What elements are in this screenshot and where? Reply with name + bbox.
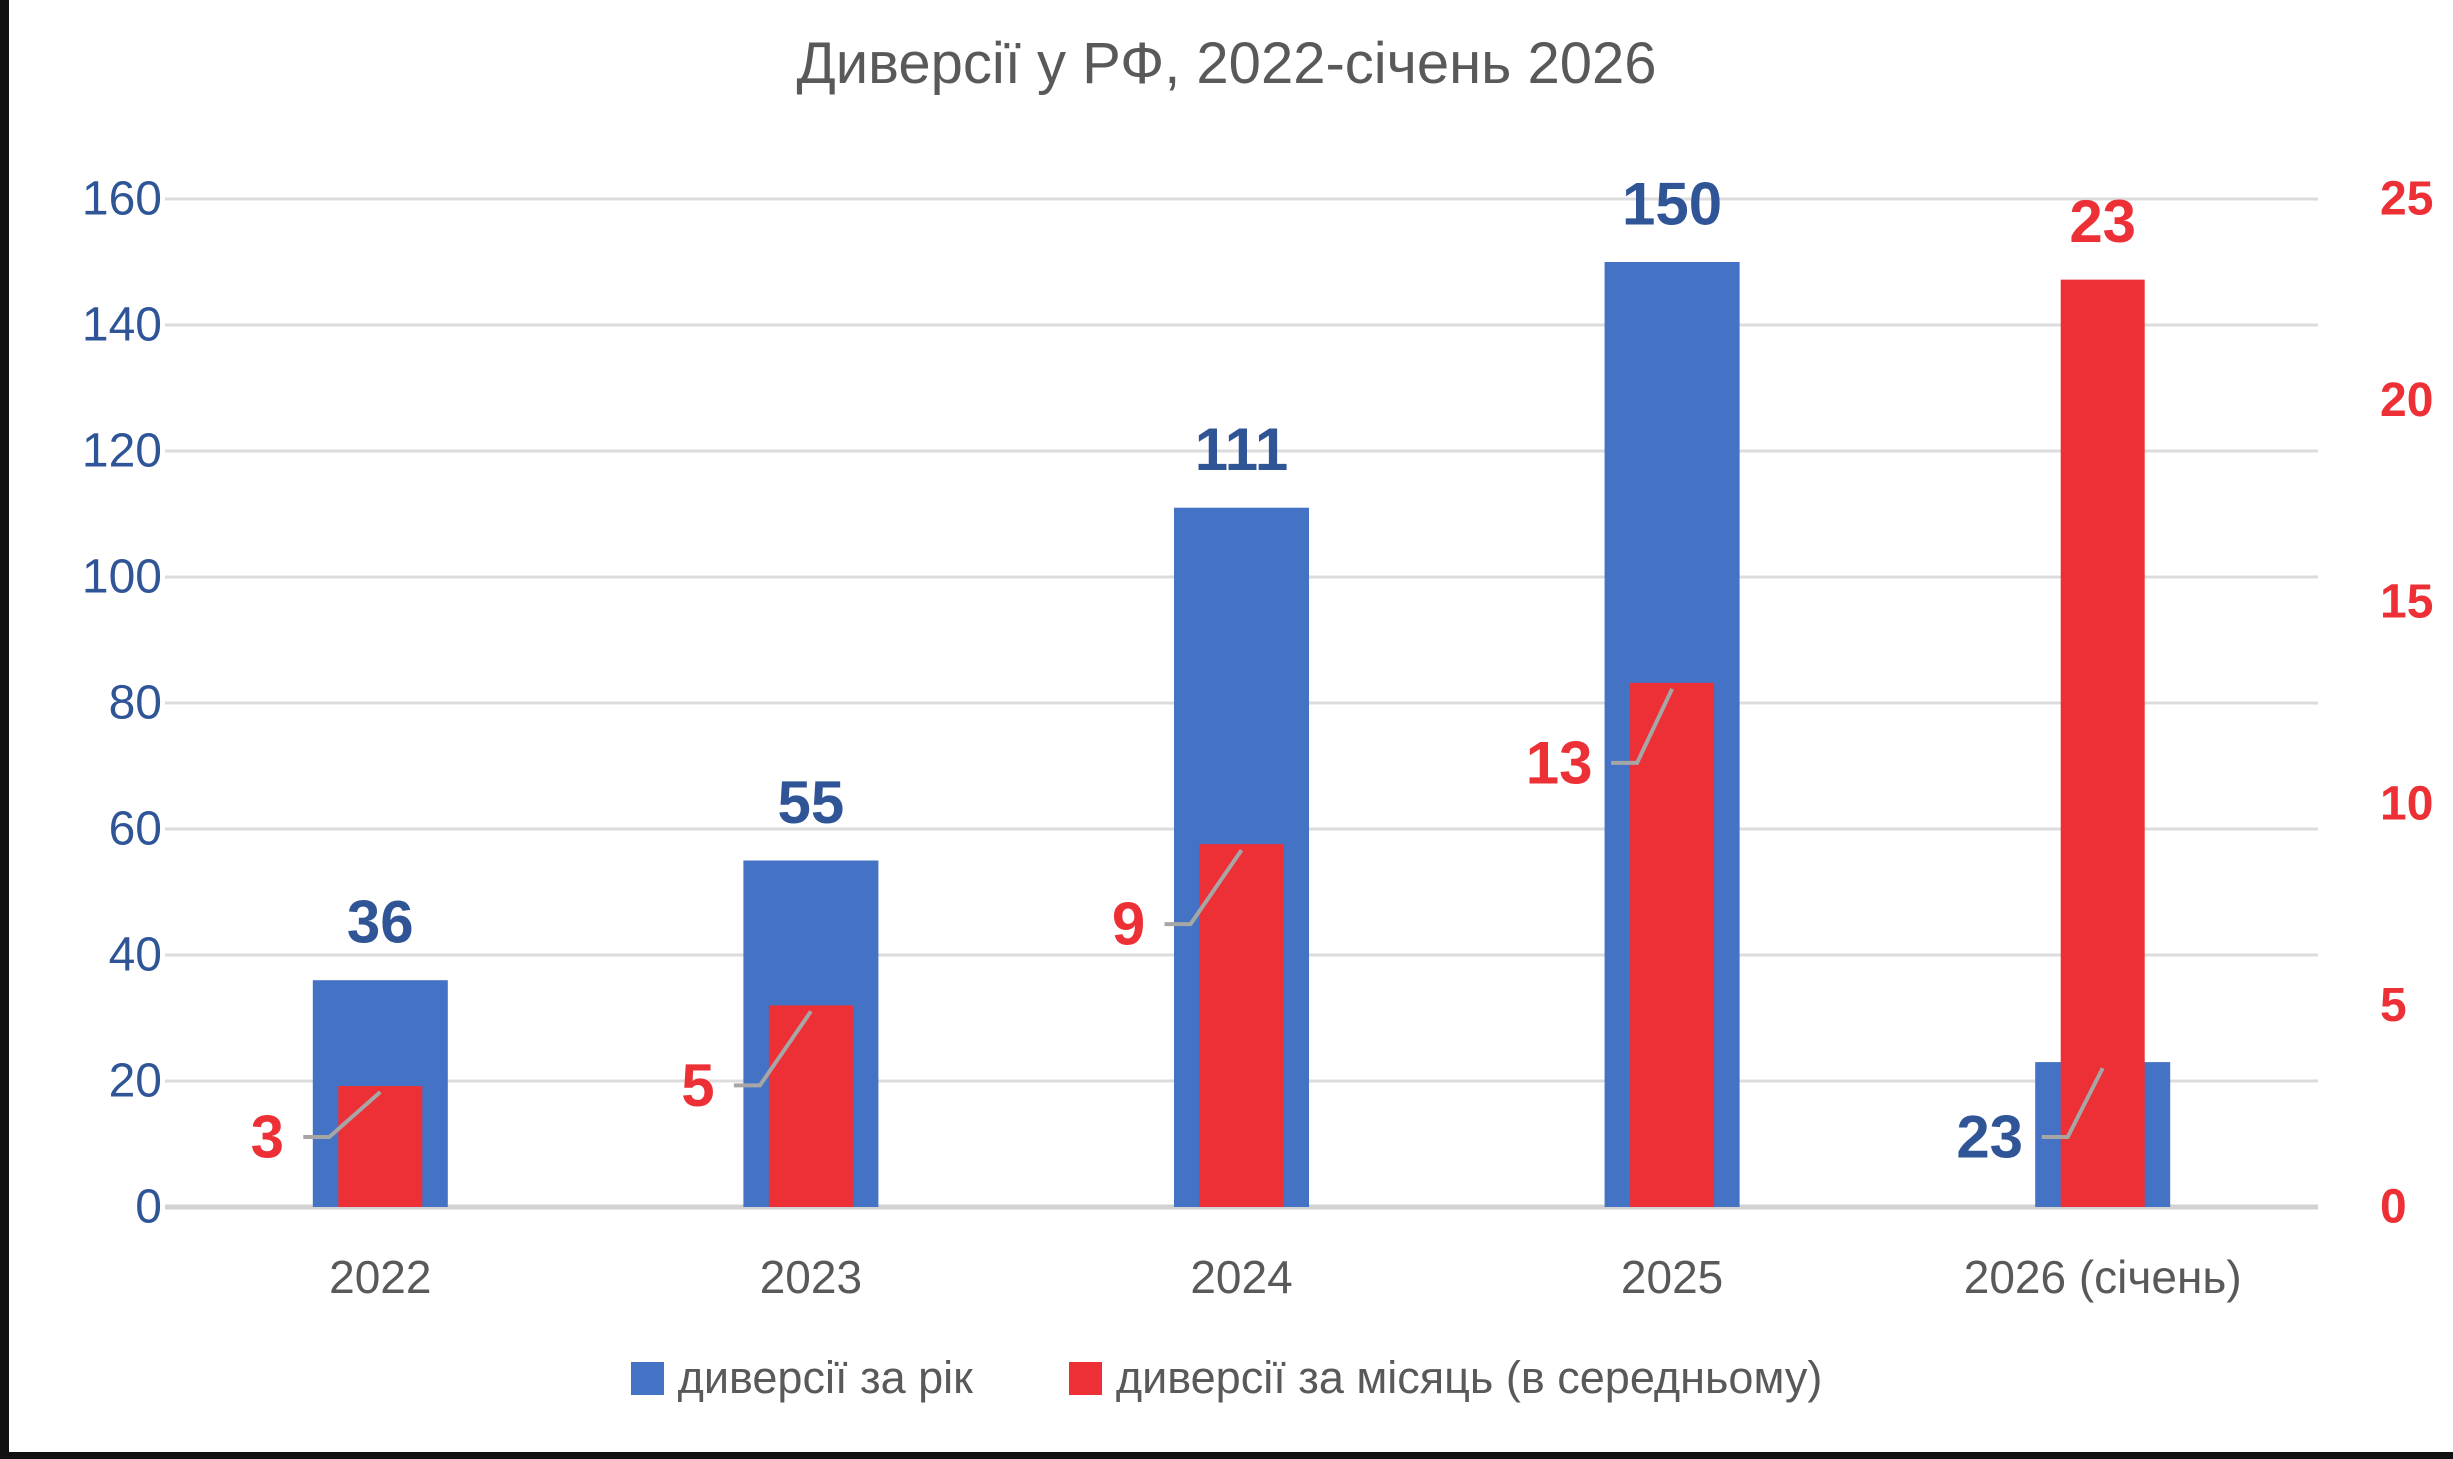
bar-month-2023 [768,1005,853,1207]
left-axis-tick-label: 40 [109,929,162,982]
data-label: 5 [681,1052,714,1119]
bar-month-2024 [1199,844,1284,1207]
left-axis-tick-label: 120 [82,425,162,478]
legend-label: диверсії за місяць (в середньому) [1115,1352,1823,1403]
category-label: 2023 [760,1251,862,1303]
screen-edge-bottom [0,1452,2453,1459]
category-label: 2025 [1621,1251,1723,1303]
chart-title: Диверсії у РФ, 2022-січень 2026 [796,31,1657,96]
data-label: 55 [778,769,845,836]
bar-month-2022 [338,1086,423,1207]
right-axis-tick-label: 10 [2380,777,2433,830]
bar-month-2025 [1630,682,1715,1207]
leader-line [303,1090,382,1139]
data-label: 9 [1112,891,1145,958]
data-label: 23 [1956,1104,2023,1171]
leader-line [733,1010,813,1088]
legend-item-month: диверсії за місяць (в середньому) [1068,1352,1823,1404]
right-axis-tick-label: 15 [2380,576,2433,629]
bar-month-2026 [2060,279,2145,1207]
data-label: 3 [251,1104,284,1171]
legend: диверсії за рік диверсії за місяць (в сер… [0,1352,2453,1404]
leader-line [1611,687,1674,765]
data-label: 13 [1526,729,1593,796]
left-axis-tick-label: 80 [109,677,162,730]
right-axis-tick-label: 0 [2380,1181,2407,1234]
category-label: 2026 (січень) [1964,1251,2242,1303]
legend-item-year: диверсії за рік [630,1352,973,1404]
data-label: 36 [347,889,414,956]
left-axis-tick-label: 60 [109,803,162,856]
leader-line [2041,1067,2105,1139]
left-axis-tick-label: 140 [82,299,162,352]
right-axis-tick-label: 5 [2380,979,2407,1032]
left-axis-tick-label: 0 [135,1181,162,1234]
left-axis-tick-label: 100 [82,551,162,604]
right-axis-tick-label: 25 [2380,173,2433,226]
right-axis-tick-label: 20 [2380,374,2433,427]
data-label: 150 [1622,171,1722,238]
category-label: 2024 [1190,1251,1292,1303]
left-axis-tick-label: 160 [82,173,162,226]
left-axis-tick-label: 20 [109,1055,162,1108]
legend-swatch-icon [1068,1361,1102,1395]
data-label: 111 [1195,416,1289,483]
data-label: 23 [2069,188,2136,255]
leader-line [1164,848,1244,927]
legend-swatch-icon [630,1361,664,1395]
category-label: 2022 [329,1251,431,1303]
screen-edge-left [0,0,9,1459]
legend-label: диверсії за рік [677,1352,973,1403]
